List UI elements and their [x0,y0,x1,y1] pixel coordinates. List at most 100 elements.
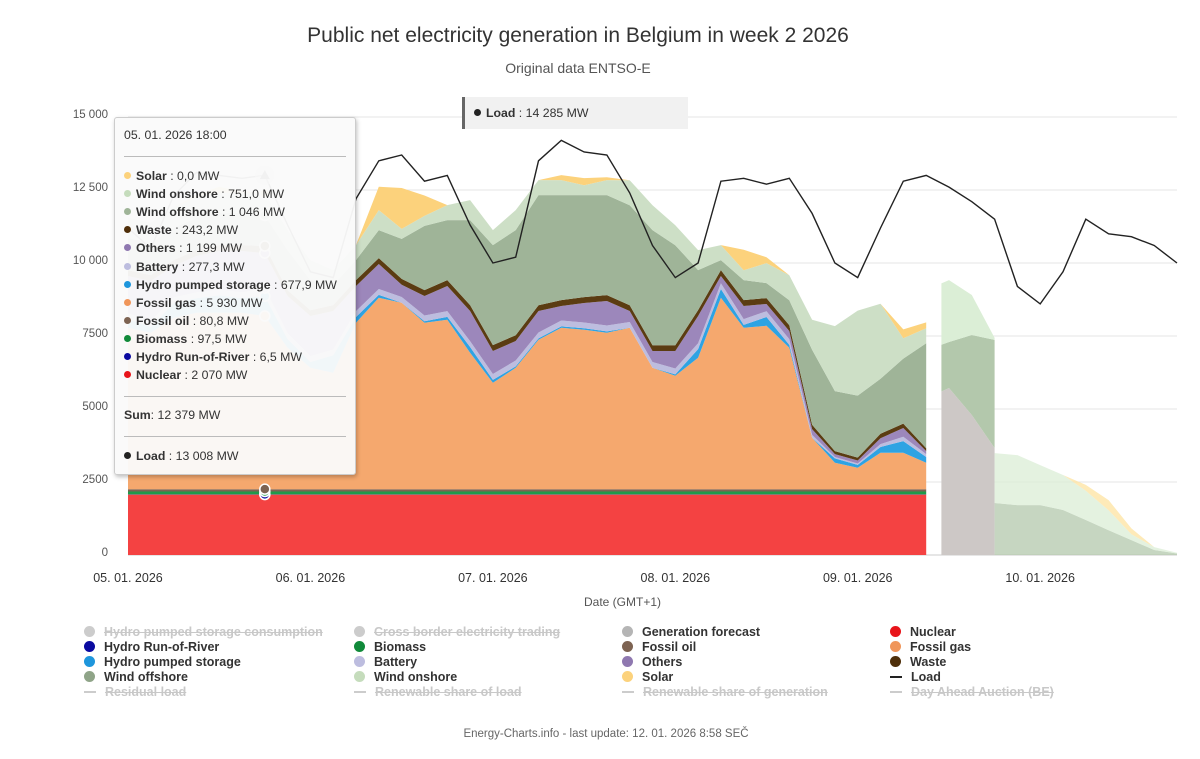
x-tick-label: 10. 01. 2026 [1005,571,1075,585]
series-label: Fossil oil [136,313,190,328]
actual-area-fossil-oil [128,489,927,492]
load-dot-icon [474,109,481,116]
legend-label: Renewable share of generation [643,684,828,699]
forecast-area-wind-onshore [941,280,995,345]
legend-dot-icon [890,641,901,652]
tooltip-row: Nuclear : 2 070 MW [124,368,247,382]
legend-label: Waste [910,654,947,669]
tooltip-load: Load : 13 008 MW [124,449,239,463]
series-dot-icon [124,226,131,234]
legend-label: Wind onshore [374,669,458,684]
footer-last-update: Energy-Charts.info - last update: 12. 01… [463,728,749,740]
legend-item-others[interactable]: Others [622,654,682,669]
series-value: : 1 046 MW [221,205,285,220]
sum-label: Sum [124,408,151,422]
legend-label: Day Ahead Auction (BE) [911,684,1054,699]
x-tick-label: 05. 01. 2026 [93,571,163,585]
series-label: Hydro Run-of-River [136,350,250,364]
legend-item-hydro-pumped-storage-consumption[interactable]: Hydro pumped storage consumption [84,624,323,639]
legend-label: Biomass [374,639,427,654]
legend-dot-icon [354,626,365,637]
legend-item-solar[interactable]: Solar [622,669,673,684]
series-value: : 1 199 MW [179,241,242,256]
legend-item-fossil-gas[interactable]: Fossil gas [890,639,971,654]
divider [124,436,346,437]
series-label: Solar [136,169,167,183]
legend-label: Load [911,669,941,684]
y-tick-label: 12 500 [72,182,108,194]
series-value: : 677,9 MW [274,277,337,292]
series-dot-icon [124,353,131,360]
chart-subtitle: Original data ENTSO-E [505,60,651,76]
legend-item-wind-onshore[interactable]: Wind onshore [354,669,457,684]
legend-item-cross-border-electricity-trading[interactable]: Cross border electricity trading [354,624,560,639]
legend-item-renewable-share-of-load[interactable]: Renewable share of load [354,684,522,699]
series-dot-icon [124,316,131,324]
legend-label: Cross border electricity trading [374,624,561,639]
legend-item-biomass[interactable]: Biomass [354,639,426,654]
legend-label: Hydro pumped storage [104,654,241,669]
tooltip-time: 05. 01. 2026 18:00 [124,128,227,142]
series-value: : 6,5 MW [252,350,303,364]
x-axis-title: Date (GMT+1) [583,595,661,609]
legend-item-hydro-run-of-river[interactable]: Hydro Run-of-River [84,639,219,654]
legend-dot-icon [890,656,901,667]
legend-item-fossil-oil[interactable]: Fossil oil [622,639,696,654]
legend-label: Fossil oil [642,639,697,654]
series-value: : 80,8 MW [192,313,249,328]
y-tick-label: 5000 [82,401,108,413]
series-value: : 751,0 MW [221,187,285,202]
x-tick-label: 07. 01. 2026 [458,571,528,585]
tooltip-row: Fossil gas : 5 930 MW [124,296,262,310]
series-value: : 2 070 MW [184,368,248,383]
series-dot-icon [124,244,131,252]
legend-item-renewable-share-of-generation[interactable]: Renewable share of generation [622,684,828,699]
legend-label: Generation forecast [642,624,761,639]
series-value: : 277,3 MW [181,259,245,274]
legend-dot-icon [354,641,365,652]
legend-dot-icon [354,671,365,682]
legend-item-wind-offshore[interactable]: Wind offshore [84,669,188,684]
legend-dot-icon [622,626,633,637]
tooltip-row: Battery : 277,3 MW [124,260,245,274]
hover-marker [259,483,271,495]
legend-item-waste[interactable]: Waste [890,654,946,669]
legend-dot-icon [622,641,633,652]
legend-line-icon [354,690,366,693]
legend-dot-icon [622,671,633,682]
legend-item-residual-load[interactable]: Residual load [84,684,186,699]
chart-title: Public net electricity generation in Bel… [307,24,849,47]
legend-item-load[interactable]: Load [890,669,941,684]
x-tick-label: 08. 01. 2026 [640,571,711,585]
legend-item-day-ahead-auction-be-[interactable]: Day Ahead Auction (BE) [890,684,1054,699]
divider [124,156,346,157]
legend-label: Hydro Run-of-River [104,639,220,654]
y-tick-label: 2500 [82,474,108,486]
y-tick-label: 0 [101,547,108,559]
sum-value: : 12 379 MW [150,408,221,422]
legend-item-nuclear[interactable]: Nuclear [890,624,956,639]
legend-label: Solar [642,669,674,684]
forecast-area-wind-offshore [941,335,995,448]
legend-item-generation-forecast[interactable]: Generation forecast [622,624,760,639]
tooltip-row: Waste : 243,2 MW [124,223,238,237]
legend-label: Battery [374,654,418,669]
series-dot-icon [124,172,131,179]
legend-item-battery[interactable]: Battery [354,654,417,669]
legend-dot-icon [84,671,95,682]
tooltip-row: Wind offshore : 1 046 MW [124,205,285,219]
series-dot-icon [124,208,131,216]
series-label: Nuclear [136,368,182,383]
actual-area-nuclear [128,494,927,555]
crosshair-value: : 14 285 MW [518,106,589,120]
series-label: Others [136,241,176,256]
load-value: : 13 008 MW [168,449,239,463]
tooltip-row: Others : 1 199 MW [124,241,242,255]
legend-dot-icon [622,656,633,667]
legend-dot-icon [354,656,365,667]
series-value: : 0,0 MW [170,169,220,183]
legend-item-hydro-pumped-storage[interactable]: Hydro pumped storage [84,654,241,669]
series-value: : 97,5 MW [190,331,247,346]
forecast-area-wind-offshore [994,503,1177,555]
legend-dot-icon [890,626,901,637]
